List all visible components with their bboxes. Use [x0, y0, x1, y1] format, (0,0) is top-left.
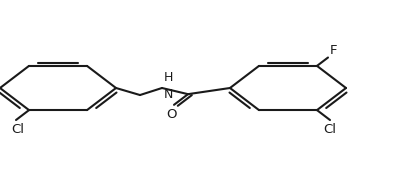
Text: Cl: Cl	[12, 123, 24, 136]
Text: Cl: Cl	[324, 123, 336, 136]
Text: F: F	[330, 44, 338, 57]
Text: N: N	[164, 88, 173, 101]
Text: H: H	[164, 71, 173, 84]
Text: O: O	[167, 108, 177, 121]
